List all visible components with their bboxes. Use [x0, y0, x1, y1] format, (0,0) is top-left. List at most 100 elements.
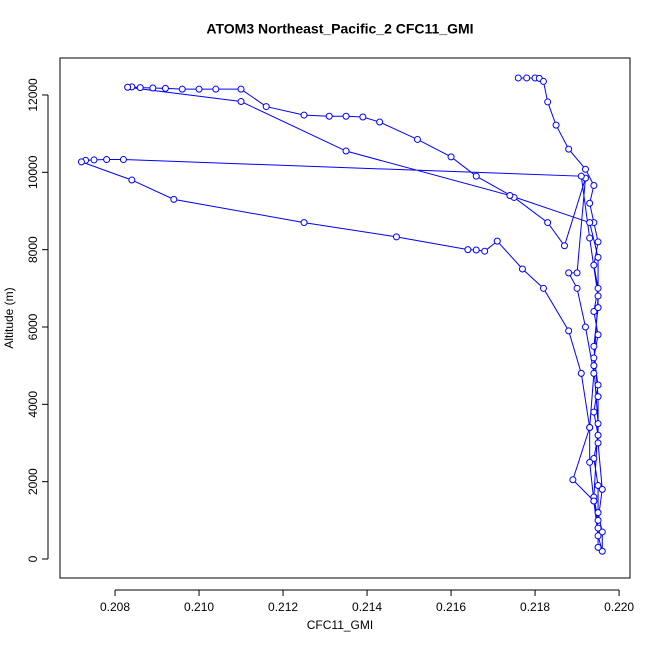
data-point — [300, 111, 308, 119]
data-point — [472, 246, 480, 254]
data-point — [594, 509, 602, 517]
data-line — [79, 77, 603, 552]
chart-title: ATOM3 Northeast_Pacific_2 CFC11_GMI — [206, 21, 473, 37]
data-point — [325, 112, 333, 120]
data-point — [594, 482, 602, 490]
data-point — [581, 323, 589, 331]
data-point — [544, 98, 552, 106]
data-point — [342, 147, 350, 155]
data-point — [594, 304, 602, 312]
data-point — [586, 234, 594, 242]
data-point — [590, 454, 598, 462]
data-point — [552, 121, 560, 129]
data-point — [590, 342, 598, 350]
data-point — [170, 195, 178, 203]
x-axis-label: CFC11_GMI — [307, 618, 373, 632]
data-point — [594, 284, 602, 292]
x-tick-label: 0.208 — [100, 600, 130, 614]
data-point — [590, 497, 598, 505]
data-point — [124, 83, 132, 91]
data-point — [539, 284, 547, 292]
data-point — [573, 284, 581, 292]
data-point — [464, 246, 472, 254]
x-tick-label: 0.210 — [184, 600, 214, 614]
x-tick-label: 0.218 — [520, 600, 550, 614]
data-point — [90, 156, 98, 164]
data-point — [212, 85, 220, 93]
data-point — [161, 84, 169, 92]
data-point — [594, 393, 602, 401]
data-point — [342, 112, 350, 120]
data-point — [262, 103, 270, 111]
x-tick-label: 0.212 — [268, 600, 298, 614]
data-point — [594, 331, 602, 339]
data-point — [481, 247, 489, 255]
data-point — [300, 219, 308, 227]
data-point — [493, 237, 501, 245]
data-point — [472, 172, 480, 180]
x-tick-label: 0.214 — [352, 600, 382, 614]
data-point — [590, 408, 598, 416]
data-point — [565, 145, 573, 153]
data-point — [539, 77, 547, 85]
data-point — [594, 516, 602, 524]
x-tick-label: 0.216 — [436, 600, 466, 614]
data-point — [590, 354, 598, 362]
data-point — [103, 156, 111, 164]
data-point — [594, 238, 602, 246]
data-point — [598, 485, 606, 493]
data-point — [594, 292, 602, 300]
y-tick-label: 10000 — [26, 155, 40, 189]
y-axis-label: Altitude (m) — [2, 287, 16, 348]
data-point — [569, 476, 577, 484]
data-point — [565, 327, 573, 335]
data-point — [178, 85, 186, 93]
data-point — [518, 265, 526, 273]
data-point — [195, 85, 203, 93]
data-point — [77, 158, 85, 166]
data-point — [359, 113, 367, 121]
data-point — [237, 98, 245, 106]
data-point — [119, 156, 127, 164]
data-point — [128, 176, 136, 184]
data-point — [149, 84, 157, 92]
y-tick-label: 12000 — [26, 78, 40, 112]
y-tick-label: 2000 — [26, 468, 40, 495]
data-point — [392, 233, 400, 241]
data-point — [590, 181, 598, 189]
data-point — [594, 381, 602, 389]
data-point — [586, 458, 594, 466]
data-point — [590, 369, 598, 377]
data-point — [594, 543, 602, 551]
data-point — [594, 524, 602, 532]
data-point — [447, 153, 455, 161]
data-point — [594, 439, 602, 447]
data-point — [594, 431, 602, 439]
data-point — [514, 74, 522, 82]
data-point — [594, 420, 602, 428]
data-point — [586, 219, 594, 227]
x-tick-label: 0.220 — [604, 600, 634, 614]
data-point — [506, 192, 514, 200]
data-point — [594, 253, 602, 261]
data-point — [560, 242, 568, 250]
data-point — [573, 269, 581, 277]
data-point — [586, 199, 594, 207]
y-tick-label: 8000 — [26, 236, 40, 263]
data-point — [581, 165, 589, 173]
data-point — [544, 219, 552, 227]
data-point — [594, 532, 602, 540]
data-point — [136, 84, 144, 92]
y-tick-label: 6000 — [26, 313, 40, 340]
data-point — [577, 172, 585, 180]
data-point — [590, 261, 598, 269]
data-point — [523, 74, 531, 82]
data-point — [590, 308, 598, 316]
data-point — [237, 85, 245, 93]
data-point — [586, 424, 594, 432]
data-point — [598, 528, 606, 536]
y-tick-label: 4000 — [26, 391, 40, 418]
plot-box — [59, 57, 631, 579]
